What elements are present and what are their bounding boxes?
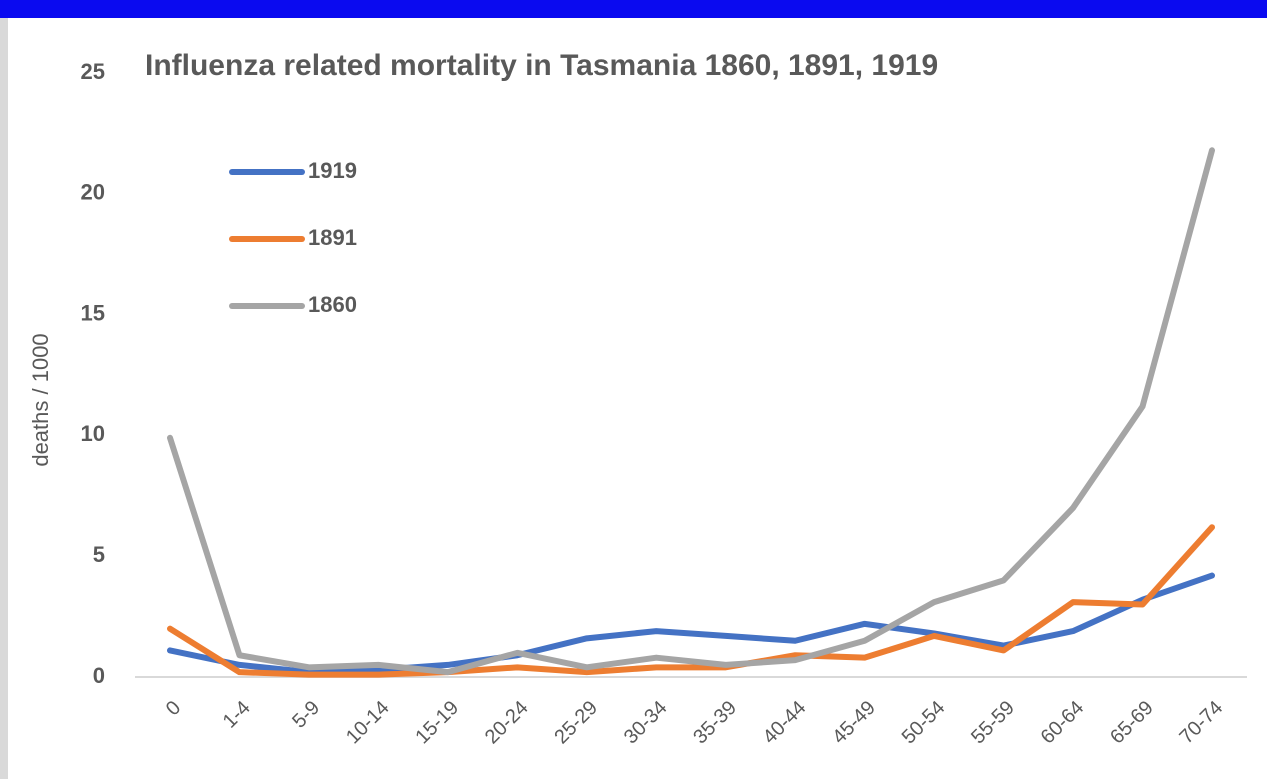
series-line bbox=[167, 147, 1215, 676]
left-border bbox=[0, 18, 8, 779]
y-tick-label: 10 bbox=[81, 421, 105, 446]
top-bar bbox=[0, 0, 1267, 18]
chart-title: Influenza related mortality in Tasmania … bbox=[145, 49, 938, 82]
series-line bbox=[167, 572, 1215, 676]
y-tick-label: 0 bbox=[93, 663, 105, 688]
y-tick-label: 25 bbox=[81, 59, 105, 84]
x-tick-label: 35-39 bbox=[689, 697, 741, 749]
y-tick-label: 5 bbox=[93, 542, 105, 567]
x-tick-label: 30-34 bbox=[620, 697, 672, 749]
y-tick-label: 15 bbox=[81, 300, 105, 325]
legend-label: 1919 bbox=[308, 158, 357, 183]
x-tick-label: 5-9 bbox=[288, 697, 324, 733]
x-tick-label: 60-64 bbox=[1037, 697, 1089, 749]
y-tick-label: 20 bbox=[81, 180, 105, 205]
x-tick-label: 20-24 bbox=[481, 697, 533, 749]
x-tick-label: 10-14 bbox=[342, 697, 394, 749]
x-tick-label: 50-54 bbox=[898, 697, 950, 749]
x-tick-label: 70-74 bbox=[1176, 697, 1228, 749]
x-tick-label: 45-49 bbox=[828, 697, 880, 749]
x-tick-label: 15-19 bbox=[411, 697, 463, 749]
x-tick-label: 40-44 bbox=[759, 697, 811, 749]
series-line bbox=[167, 524, 1215, 678]
legend-label: 1860 bbox=[308, 292, 357, 317]
y-axis-label: deaths / 1000 bbox=[28, 333, 53, 466]
x-tick-label: 25-29 bbox=[550, 697, 602, 749]
x-tick-label: 1-4 bbox=[219, 697, 255, 733]
legend-label: 1891 bbox=[308, 225, 357, 250]
x-tick-label: 55-59 bbox=[967, 697, 1019, 749]
x-tick-label: 0 bbox=[162, 697, 185, 720]
x-tick-label: 65-69 bbox=[1106, 697, 1158, 749]
